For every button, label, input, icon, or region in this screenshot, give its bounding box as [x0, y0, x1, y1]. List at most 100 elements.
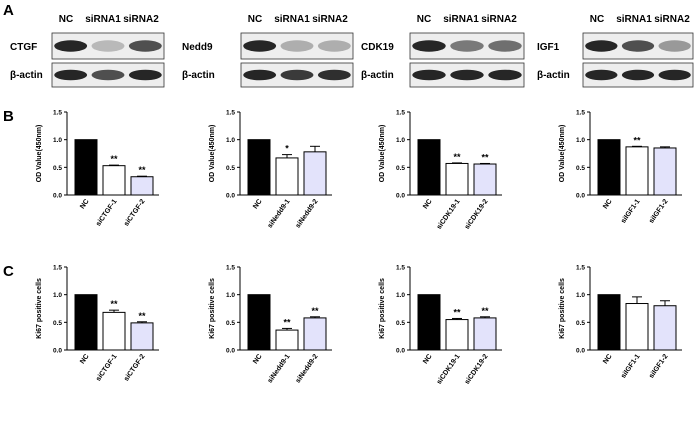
ki67-chart-row: 0.0 0.5 1.0 1.5 Ki67 positive cells NC ** siCTG… — [36, 265, 682, 386]
blot-band-target — [280, 40, 314, 52]
blot-target-label: CDK19 — [361, 42, 394, 53]
blot-band-actin — [488, 69, 522, 81]
bar — [102, 165, 126, 196]
significance-mark: ** — [138, 311, 146, 321]
significance-mark: ** — [311, 306, 319, 316]
bar — [417, 139, 441, 196]
bar — [473, 163, 497, 196]
y-tick-label: 0.0 — [53, 348, 62, 355]
y-tick-label: 1.0 — [576, 137, 585, 144]
bar — [247, 294, 271, 351]
bar — [275, 329, 299, 351]
blot-band-target — [91, 40, 125, 52]
bar-chart-c-4: 0.0 0.5 1.0 1.5 Ki67 positive cells NC siIGF1-… — [559, 265, 682, 380]
bar — [445, 319, 469, 351]
x-tick-label: NC — [252, 353, 264, 365]
lane-label-sirna1: siRNA1 — [85, 14, 121, 25]
panel-label-c: C — [3, 263, 14, 280]
bar — [130, 176, 154, 196]
bar — [653, 305, 677, 351]
blot-band-target — [412, 40, 446, 52]
x-tick-label: siCDK19-2 — [464, 353, 490, 386]
panel-label-a: A — [3, 2, 14, 19]
y-tick-label: 0.5 — [53, 320, 62, 327]
bar — [247, 139, 271, 196]
bar — [417, 294, 441, 351]
blot-band-target — [54, 40, 88, 52]
lane-label-sirna1: siRNA1 — [616, 14, 652, 25]
bar — [275, 157, 299, 196]
x-tick-label: siIGF1-1 — [620, 198, 642, 225]
x-tick-label: NC — [79, 198, 91, 210]
blot-band-target — [128, 40, 162, 52]
y-tick-label: 0.0 — [576, 348, 585, 355]
blot-band-actin — [54, 69, 88, 81]
y-tick-label: 1.5 — [396, 110, 405, 117]
bar — [625, 146, 649, 196]
blot-band-actin — [128, 69, 162, 81]
y-tick-label: 1.5 — [576, 110, 585, 117]
bar-chart-b-3: 0.0 0.5 1.0 1.5 OD Value(450nm) NC ** siCDK19-1… — [379, 110, 502, 231]
bar — [303, 151, 327, 196]
x-tick-label: NC — [252, 198, 264, 210]
y-tick-label: 1.0 — [226, 137, 235, 144]
x-tick-label: siIGF1-2 — [648, 198, 670, 225]
lane-label-nc: NC — [417, 14, 431, 25]
y-tick-label: 0.5 — [396, 165, 405, 172]
blot-band-target — [585, 40, 618, 52]
significance-mark: ** — [110, 299, 118, 309]
y-tick-label: 1.0 — [576, 292, 585, 299]
bar-chart-c-3: 0.0 0.5 1.0 1.5 Ki67 positive cells NC ** siCDK… — [379, 265, 502, 386]
significance-mark: ** — [138, 165, 146, 175]
bar-chart-b-1: 0.0 0.5 1.0 1.5 OD Value(450nm) NC ** siCTGF-1 *… — [36, 110, 159, 228]
lane-label-nc: NC — [59, 14, 73, 25]
bar — [74, 139, 98, 196]
y-tick-label: 0.0 — [226, 193, 235, 200]
blot-loading-label: β-actin — [361, 70, 394, 81]
x-tick-label: siNedd9-1 — [267, 353, 292, 385]
y-tick-label: 0.0 — [226, 348, 235, 355]
blot-band-target — [621, 40, 655, 52]
x-tick-label: siNedd9-2 — [295, 353, 320, 385]
bar — [625, 303, 649, 351]
lane-label-sirna2: siRNA2 — [654, 14, 690, 25]
y-tick-label: 1.5 — [226, 110, 235, 117]
od-value-chart-row: 0.0 0.5 1.0 1.5 OD Value(450nm) NC ** siCTGF-1 *… — [36, 110, 682, 231]
y-axis-label: OD Value(450nm) — [36, 125, 43, 183]
x-tick-label: siIGF1-1 — [620, 353, 642, 380]
bar-chart-c-2: 0.0 0.5 1.0 1.5 Ki67 positive cells NC ** siNed… — [209, 265, 332, 385]
blot-band-actin — [658, 69, 691, 81]
blot-band-target — [243, 40, 277, 52]
y-axis-label: OD Value(450nm) — [209, 125, 216, 183]
y-tick-label: 0.0 — [396, 193, 405, 200]
blot-band-actin — [91, 69, 125, 81]
blot-cdk19: NC siRNA1 siRNA2 CDK19 β-actin — [361, 14, 525, 88]
y-tick-label: 1.0 — [396, 292, 405, 299]
y-axis-label: OD Value(450nm) — [559, 125, 566, 183]
bar — [597, 294, 621, 351]
x-tick-label: siCDK19-2 — [464, 198, 490, 231]
x-tick-label: NC — [602, 198, 614, 210]
blot-band-actin — [585, 69, 618, 81]
x-tick-label: siNedd9-2 — [295, 198, 320, 230]
blot-ctgf: NC siRNA1 siRNA2 CTGF β-actin — [10, 14, 165, 88]
y-tick-label: 1.0 — [53, 292, 62, 299]
x-tick-label: NC — [602, 353, 614, 365]
y-axis-label: Ki67 positive cells — [559, 278, 566, 339]
lane-label-nc: NC — [590, 14, 604, 25]
y-tick-label: 1.5 — [53, 265, 62, 272]
blot-loading-label: β-actin — [537, 70, 570, 81]
y-axis-label: OD Value(450nm) — [379, 125, 386, 183]
y-axis-label: Ki67 positive cells — [379, 278, 386, 339]
y-tick-label: 1.5 — [396, 265, 405, 272]
blot-band-actin — [450, 69, 484, 81]
blot-loading-label: β-actin — [10, 70, 43, 81]
significance-mark: ** — [283, 317, 291, 327]
significance-mark: ** — [110, 154, 118, 164]
y-tick-label: 1.0 — [396, 137, 405, 144]
bar — [102, 311, 126, 351]
bar — [74, 294, 98, 351]
lane-label-sirna1: siRNA1 — [274, 14, 310, 25]
